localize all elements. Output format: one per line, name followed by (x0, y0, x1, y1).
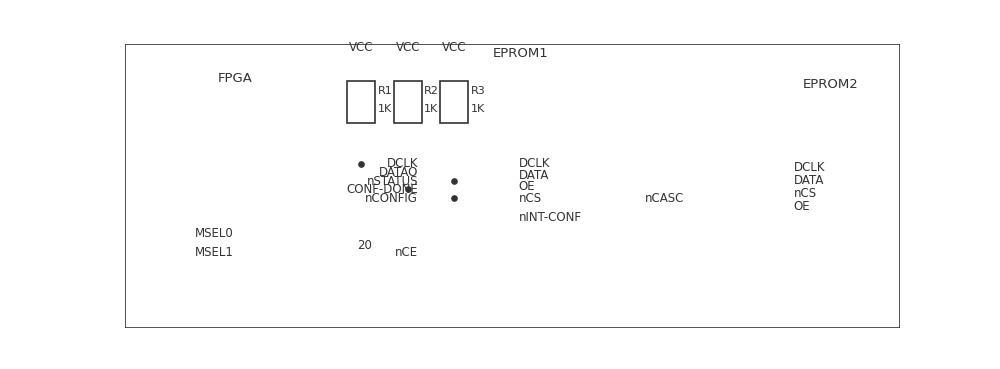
Text: EPROM2: EPROM2 (803, 78, 859, 91)
Text: DCLK: DCLK (386, 157, 418, 170)
Text: nINT-CONF: nINT-CONF (519, 211, 582, 224)
Text: R1: R1 (378, 86, 392, 96)
Text: nCASC: nCASC (645, 192, 685, 205)
Text: OE: OE (519, 180, 535, 193)
Text: VCC: VCC (442, 41, 467, 54)
Text: DCLK: DCLK (794, 161, 825, 174)
Text: EPROM1: EPROM1 (493, 48, 549, 61)
Text: 1K: 1K (471, 104, 485, 114)
Text: nCS: nCS (794, 187, 817, 200)
Polygon shape (125, 44, 900, 328)
Text: 20: 20 (358, 239, 372, 252)
Text: R3: R3 (471, 86, 485, 96)
Text: MSEL0: MSEL0 (195, 227, 234, 240)
Polygon shape (440, 81, 468, 123)
Text: VCC: VCC (396, 41, 420, 54)
Text: MSEL1: MSEL1 (195, 246, 234, 259)
Text: VCC: VCC (349, 41, 374, 54)
Polygon shape (394, 81, 422, 123)
Text: DATA: DATA (519, 169, 549, 182)
Text: 1K: 1K (424, 104, 438, 114)
Text: OE: OE (794, 200, 810, 213)
Text: R2: R2 (424, 86, 439, 96)
Text: nCS: nCS (519, 192, 542, 205)
Text: DCLK: DCLK (519, 157, 550, 170)
Text: nCONFIG: nCONFIG (365, 192, 418, 205)
Polygon shape (347, 81, 375, 123)
Text: FPGA: FPGA (218, 72, 253, 85)
Text: 1K: 1K (378, 104, 392, 114)
Text: DATAO: DATAO (379, 166, 418, 179)
Text: nCE: nCE (395, 246, 418, 259)
Text: CONF-DONE: CONF-DONE (346, 183, 418, 196)
Text: DATA: DATA (794, 174, 824, 187)
Text: nSTATUS: nSTATUS (366, 175, 418, 188)
